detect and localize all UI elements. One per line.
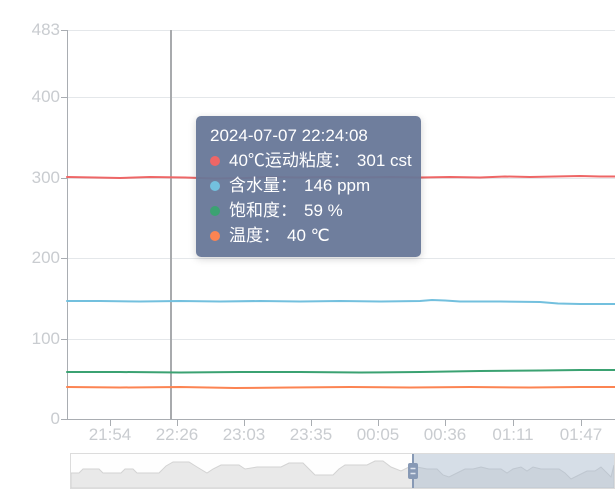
gridline-200 xyxy=(67,258,615,259)
datazoom-area-shape xyxy=(71,460,614,488)
y-tick xyxy=(61,419,67,420)
y-tick xyxy=(61,178,67,179)
tooltip-item-value: 146 ppm xyxy=(304,176,371,195)
tooltip-item-viscosity: 40℃运动粘度： 301 cst xyxy=(210,148,412,173)
crosshair-line xyxy=(170,30,172,419)
x-tick xyxy=(177,420,178,426)
tooltip-item-label: 温度： xyxy=(229,226,280,245)
gridline-483 xyxy=(67,30,615,31)
y-axis-label: 0 xyxy=(50,409,60,428)
x-axis-label: 21:54 xyxy=(88,425,132,444)
tooltip: 2024-07-07 22:24:08 40℃运动粘度： 301 cst 含水量… xyxy=(196,116,421,257)
y-tick xyxy=(61,30,67,31)
tooltip-item-label: 饱和度： xyxy=(229,201,297,220)
tooltip-item-value: 59 % xyxy=(304,201,343,220)
tooltip-item-water-content: 含水量： 146 ppm xyxy=(210,173,407,198)
y-tick xyxy=(61,258,67,259)
series-dot-icon xyxy=(210,155,220,166)
series-dot-icon xyxy=(210,230,220,241)
gridline-100 xyxy=(67,339,615,340)
datazoom-slider[interactable] xyxy=(70,453,615,489)
gridline-400 xyxy=(67,97,615,98)
x-axis-label: 01:11 xyxy=(492,425,534,444)
x-axis-label: 00:05 xyxy=(356,425,400,444)
tooltip-item-value: 40 ℃ xyxy=(287,226,330,245)
tooltip-item-temperature: 温度： 40 ℃ xyxy=(210,223,407,248)
datazoom-handle-icon[interactable] xyxy=(408,463,418,479)
y-tick xyxy=(61,97,67,98)
tooltip-timestamp: 2024-07-07 22:24:08 xyxy=(210,126,368,145)
series-line-water-content xyxy=(66,299,615,305)
x-axis-label: 00:36 xyxy=(423,425,467,444)
y-tick xyxy=(61,339,67,340)
y-axis-label: 200 xyxy=(31,248,60,267)
x-axis-label: 22:26 xyxy=(155,425,199,444)
datazoom-selection[interactable] xyxy=(413,454,614,488)
y-axis-label: 400 xyxy=(31,87,60,106)
x-tick xyxy=(581,420,582,426)
x-axis-line xyxy=(67,419,615,420)
tooltip-item-value: 301 cst xyxy=(356,151,412,170)
y-axis-line xyxy=(67,30,68,419)
tooltip-item-label: 40℃运动粘度： xyxy=(229,151,350,170)
x-tick xyxy=(445,420,446,426)
x-axis-label: 01:47 xyxy=(559,425,603,444)
datazoom-overview xyxy=(71,454,614,488)
x-tick xyxy=(378,420,379,426)
series-line-saturation xyxy=(66,369,615,374)
y-axis-label: 483 xyxy=(31,20,60,39)
series-line-temperature xyxy=(66,386,615,389)
x-tick xyxy=(244,420,245,426)
y-axis-label: 100 xyxy=(31,329,60,348)
x-tick xyxy=(110,420,111,426)
tooltip-item-saturation: 饱和度： 59 % xyxy=(210,198,407,223)
x-tick xyxy=(513,420,514,426)
series-dot-icon xyxy=(210,205,220,216)
x-tick xyxy=(311,420,312,426)
y-axis-label: 300 xyxy=(31,168,60,187)
x-axis-label: 23:03 xyxy=(222,425,266,444)
series-dot-icon xyxy=(210,180,220,191)
x-axis-label: 23:35 xyxy=(289,425,333,444)
tooltip-item-label: 含水量： xyxy=(229,176,297,195)
